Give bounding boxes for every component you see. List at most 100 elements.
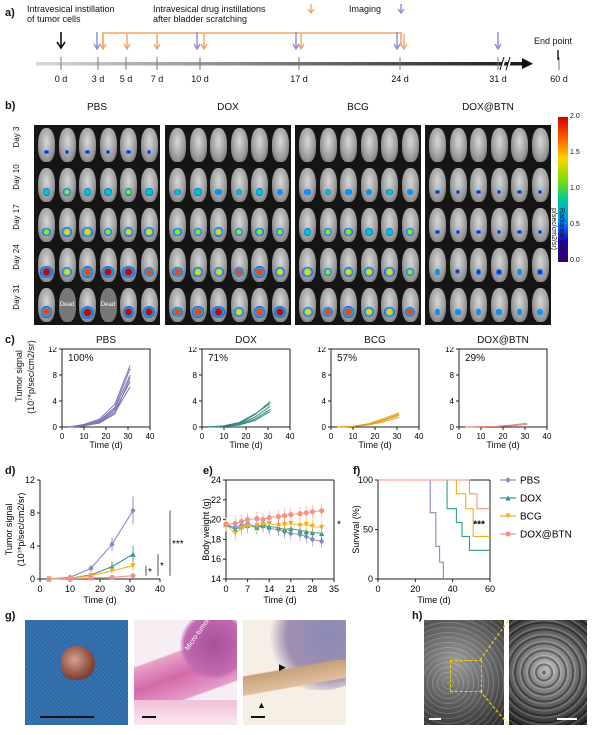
- y-axis-label-units: (10⁷*p/sec/cm2/sr): [26, 340, 36, 414]
- survival-curve: [378, 479, 444, 579]
- bioluminescence-signal: [537, 309, 543, 315]
- bioluminescence-signal: [537, 229, 543, 235]
- data-point: [109, 564, 115, 570]
- mouse-image: [340, 208, 357, 242]
- bioluminescence-signal: [323, 267, 333, 277]
- data-point: [254, 516, 260, 522]
- panel-c-chart-title: DOX: [235, 335, 257, 346]
- data-point: [88, 565, 94, 572]
- mouse-image: [120, 168, 137, 202]
- mouse-image: [38, 128, 55, 162]
- mouse-image: [299, 168, 316, 202]
- bioluminescence-signal: [365, 228, 373, 236]
- significance-mark: *: [148, 567, 152, 578]
- mouse-image: [271, 208, 289, 242]
- mouse-image: [401, 208, 419, 242]
- mouse-image: [531, 168, 549, 202]
- bioluminescence-signal: [144, 227, 154, 237]
- mouse-image: [531, 288, 549, 322]
- bioluminescence-signal: [405, 267, 415, 277]
- mouse-image: [38, 208, 55, 242]
- mouse-image: [99, 128, 117, 162]
- x-tick-label: 20: [95, 584, 105, 594]
- imaging-group-header: DOX@BTN: [462, 102, 514, 113]
- bioluminescence-signal: [255, 188, 263, 196]
- mouse-image: [449, 128, 467, 162]
- arrowhead-icon: ▲: [257, 700, 266, 710]
- x-tick-label: 10: [65, 584, 75, 594]
- bioluminescence-signal: [517, 189, 522, 195]
- y-tick-label: 100: [358, 475, 373, 485]
- data-point: [319, 524, 325, 531]
- significance-mark: ***: [473, 520, 485, 531]
- mouse-image: [58, 208, 76, 242]
- y-tick-label: 0: [53, 423, 58, 432]
- mouse-image: [340, 128, 357, 162]
- data-point: [309, 509, 315, 515]
- y-tick-label: 8: [322, 371, 327, 380]
- data-point: [309, 523, 315, 530]
- x-tick-label: 60: [485, 584, 495, 594]
- y-tick-label: 16: [211, 554, 221, 564]
- x-tick-label: 40: [543, 432, 552, 441]
- data-point: [505, 476, 511, 484]
- bioluminescence-signal: [276, 188, 284, 196]
- bioluminescence-signal: [213, 267, 224, 277]
- mouse-image: [449, 248, 467, 282]
- bioluminescence-signal: [174, 188, 181, 196]
- timeline-day-label: 7 d: [150, 74, 164, 84]
- y-tick-label: 14: [211, 574, 221, 584]
- mouse-image: [169, 168, 186, 202]
- imaging-arrow-icon: [393, 32, 401, 51]
- mouse-image: [319, 208, 337, 242]
- mouse-image: [251, 208, 268, 242]
- drug-instillation-arrow-icon: [153, 34, 161, 51]
- y-axis-label: Tumor signal: [4, 504, 14, 556]
- dead-label: Dead: [100, 302, 116, 308]
- bioluminescence-signal: [455, 269, 461, 275]
- drug-instillation-arrow-icon: [99, 34, 107, 51]
- mouse-signal-line: [465, 423, 528, 428]
- zoom-region-box: [450, 660, 482, 692]
- imaging-panel-dox-btn: [425, 125, 551, 325]
- mouse-image: [470, 128, 487, 162]
- mouse-image: [470, 168, 487, 202]
- bioluminescence-signal: [122, 306, 135, 318]
- bioluminescence-signal: [476, 189, 481, 195]
- timeline-day-label: 3 d: [91, 74, 105, 84]
- drug-instillation-arrow-icon: [123, 34, 131, 51]
- mouse-image: [401, 128, 419, 162]
- panel-c-chart-2: 0 4 8 12 0 10 20 30 40: [317, 347, 424, 441]
- bioluminescence-signal: [404, 306, 416, 318]
- mouse-image: [449, 168, 467, 202]
- x-tick-label: 0: [329, 432, 334, 441]
- drug-instillation-arrow-icon: [400, 34, 408, 51]
- y-tick-label: 4: [193, 397, 198, 406]
- mouse-image: [319, 248, 337, 282]
- data-point: [232, 530, 238, 537]
- data-point: [303, 521, 309, 528]
- x-tick-label: 40: [155, 584, 165, 594]
- timeline-axis: [36, 62, 526, 66]
- mouse-image: [319, 168, 337, 202]
- mouse-image: [511, 248, 528, 282]
- dead-mouse-image: [99, 288, 117, 322]
- y-tick-label: 0: [193, 423, 198, 432]
- bioluminescence-signal: [123, 227, 134, 237]
- data-point: [303, 528, 309, 535]
- timeline-day-label: 5 d: [119, 74, 133, 84]
- radiance-colorbar: [558, 117, 568, 262]
- y-tick-label: 12: [188, 347, 197, 354]
- x-tick-label: 30: [264, 432, 273, 441]
- mouse-image: [449, 208, 467, 242]
- panel-c-chart-0: 0 4 8 12 0 10 20 30 40: [48, 347, 155, 441]
- y-axis-label: Tumor signal: [14, 350, 24, 402]
- y-tick-label: 12: [25, 475, 35, 485]
- imaging-day-label: Day 24: [12, 244, 21, 270]
- timeline-day-label: 17 d: [290, 74, 308, 84]
- bioluminescence-signal: [61, 266, 73, 278]
- mouse-image: [531, 128, 549, 162]
- data-point: [505, 513, 511, 519]
- bioluminescence-signal: [234, 227, 244, 237]
- data-point: [319, 508, 325, 514]
